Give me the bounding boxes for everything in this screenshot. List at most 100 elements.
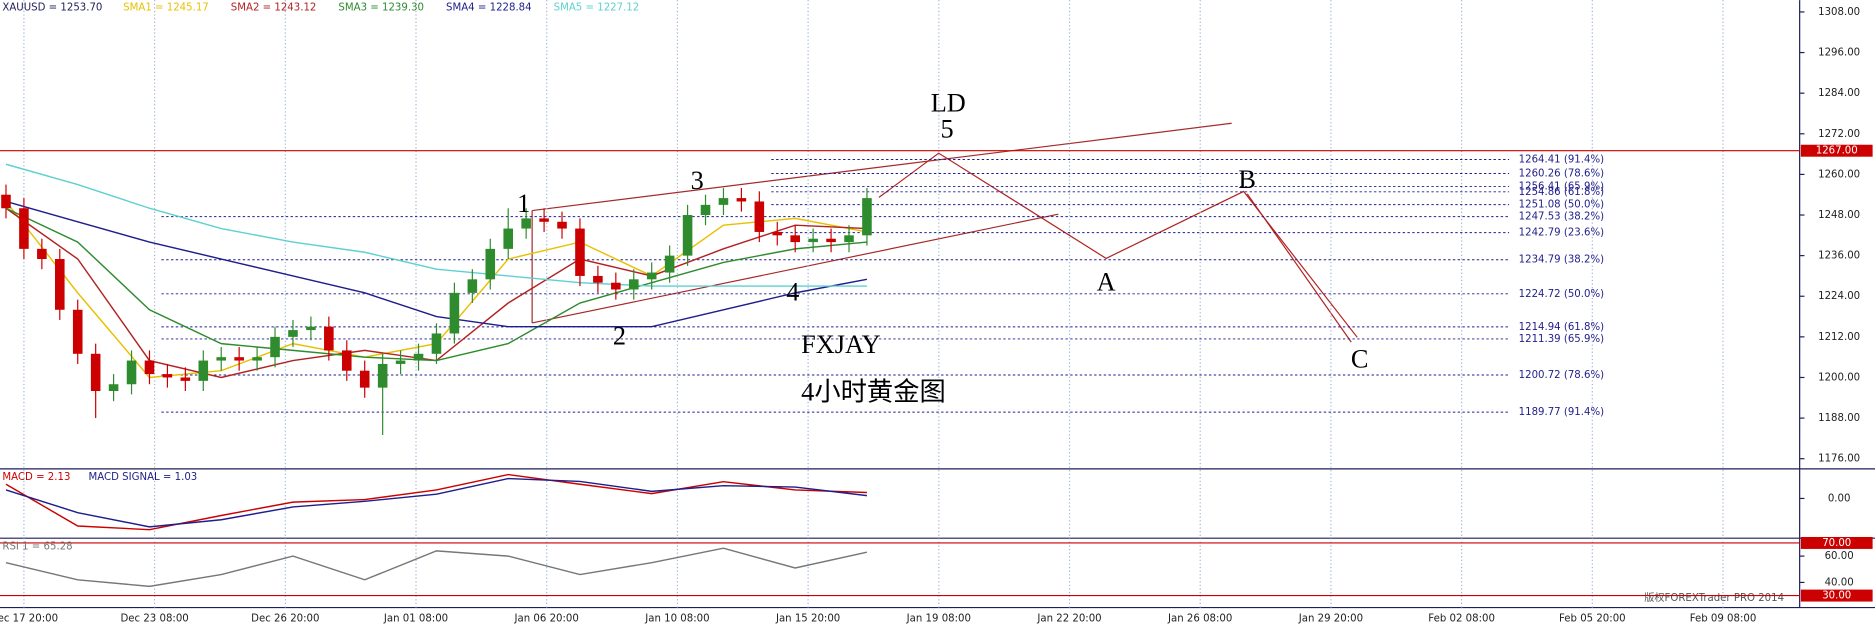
candle-body: [431, 333, 442, 354]
fib-label: 1214.94 (61.8%): [1519, 322, 1604, 333]
candle-body: [611, 282, 621, 290]
x-tick-label: Jan 10 08:00: [644, 613, 709, 624]
candle-body: [449, 292, 460, 334]
candle-body: [234, 357, 244, 361]
wave-label: C: [1351, 344, 1369, 373]
candle-body: [844, 235, 854, 243]
legend-entry: MACD = 2.13: [2, 472, 70, 483]
candle-body: [341, 350, 352, 371]
candle-body: [252, 357, 262, 361]
fib-label: 1242.79 (23.6%): [1519, 228, 1604, 239]
candle-body: [288, 330, 298, 337]
candle-body: [826, 238, 836, 243]
wave-label: 4: [786, 277, 799, 306]
band-label: 70.00: [1822, 538, 1851, 549]
band-tag: [1800, 589, 1873, 602]
y-tick-label: 40.00: [1825, 577, 1854, 588]
fib-label: 1200.72 (78.6%): [1519, 370, 1604, 381]
x-tick-label: Dec 23 08:00: [120, 613, 188, 624]
legend-entry: RSI 1 = 65.28: [2, 542, 72, 553]
fib-label: 1264.41 (91.4%): [1519, 154, 1604, 165]
fib-label: 1251.08 (50.0%): [1519, 200, 1604, 211]
candle-body: [754, 201, 765, 232]
x-tick-label: Dec 17 20:00: [0, 613, 58, 624]
legend-entry: SMA2 = 1243.12: [231, 2, 317, 13]
caption: FXJAY: [801, 330, 880, 359]
indicator-line: [5, 477, 868, 528]
x-tick-label: Dec 26 20:00: [251, 613, 319, 624]
candle-body: [180, 377, 191, 381]
candle-body: [772, 231, 783, 236]
x-tick-label: Jan 26 08:00: [1167, 613, 1232, 624]
reference-tag: [1800, 144, 1873, 157]
fib-label: 1234.79 (38.2%): [1519, 255, 1604, 266]
fib-label: 1211.39 (65.9%): [1519, 334, 1604, 345]
candle-body: [55, 259, 65, 310]
watermark: 版权FOREXTrader PRO 2014: [1644, 591, 1784, 604]
candle-body: [216, 357, 227, 361]
legend-entry: MACD SIGNAL = 1.03: [88, 472, 197, 483]
candle-body: [700, 204, 711, 216]
x-tick-label: Jan 15 20:00: [775, 613, 840, 624]
caption: 4小时黄金图: [801, 378, 946, 407]
fib-label: 1247.53 (38.2%): [1519, 212, 1604, 223]
y-tick-label: 60.00: [1825, 551, 1854, 562]
y-tick-label: 1248.00: [1818, 210, 1860, 221]
candle-body: [162, 374, 173, 378]
y-tick-label: 1212.00: [1818, 332, 1860, 343]
fib-label: 1254.86 (61.8%): [1519, 187, 1604, 198]
candle-body: [413, 353, 424, 361]
legend-entry: SMA3 = 1239.30: [338, 2, 424, 13]
wave-drawing: [531, 122, 1358, 343]
fib-label: 1260.26 (78.6%): [1519, 169, 1604, 180]
legend-entry: XAUUSD = 1253.70: [2, 2, 102, 13]
candle-body: [108, 384, 119, 392]
y-tick-label: 1200.00: [1818, 372, 1860, 383]
indicator-line: [5, 547, 868, 588]
candle-body: [736, 198, 747, 202]
candle-body: [790, 235, 800, 243]
wave-label: 5: [940, 115, 953, 144]
candle-body: [539, 218, 549, 222]
wave-label: LD: [931, 88, 966, 117]
x-tick-label: Jan 06 20:00: [514, 613, 579, 624]
wave-label: 3: [691, 166, 704, 195]
candle-body: [575, 228, 585, 276]
candle-body: [718, 198, 729, 205]
wave-label: 1: [517, 189, 530, 218]
candle-body: [19, 208, 29, 249]
candle-body: [646, 272, 657, 280]
projection: [878, 152, 1358, 338]
y-tick-label: 1176.00: [1818, 454, 1860, 465]
candle-body: [664, 255, 675, 273]
x-tick-label: Jan 22 20:00: [1036, 613, 1101, 624]
legend-entry: SMA5 = 1227.12: [554, 2, 640, 13]
y-tick-label: 1224.00: [1818, 291, 1860, 302]
y-tick-label: 1308.00: [1818, 7, 1860, 18]
candle-body: [682, 215, 693, 256]
candle-body: [359, 370, 370, 388]
x-tick-label: Jan 19 08:00: [906, 613, 971, 624]
candle-body: [90, 353, 101, 392]
band-tag: [1800, 536, 1873, 549]
x-tick-label: Jan 01 08:00: [383, 613, 448, 624]
x-tick-label: Feb 09 08:00: [1690, 613, 1757, 624]
x-tick-label: Feb 05 20:00: [1559, 613, 1626, 624]
y-tick-label: 1284.00: [1818, 88, 1860, 99]
candle-body: [862, 198, 872, 236]
candle-body: [628, 279, 639, 290]
y-tick-label: 0.00: [1828, 493, 1851, 504]
fib-label: 1224.72 (50.0%): [1519, 289, 1604, 300]
reference-label: 1267.00: [1816, 146, 1858, 157]
wave-label: B: [1238, 165, 1256, 194]
channel-upper: [532, 122, 1232, 212]
fib-label: 1189.77 (91.4%): [1519, 407, 1604, 418]
candle-body: [1, 194, 11, 209]
projection: [1246, 193, 1352, 343]
legend-entry: SMA1 = 1245.17: [123, 2, 209, 13]
legend-entry: SMA4 = 1228.84: [446, 2, 532, 13]
y-tick-label: 1272.00: [1818, 129, 1860, 140]
candle-body: [306, 326, 316, 331]
